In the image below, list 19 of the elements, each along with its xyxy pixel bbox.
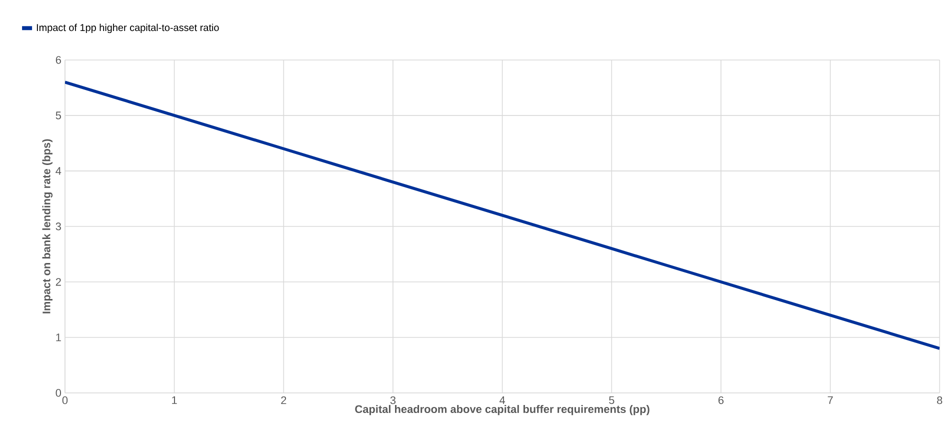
x-tick-label: 7 <box>828 396 833 404</box>
y-tick-label: 5 <box>56 112 61 120</box>
y-tick-label: 4 <box>56 167 62 175</box>
y-tick-label: 3 <box>56 222 61 230</box>
y-tick-label: 0 <box>56 389 62 397</box>
x-tick-label: 0 <box>62 396 68 404</box>
y-axis-title: Impact on bank lending rate (bps) <box>42 139 53 314</box>
y-tick-label: 1 <box>56 334 61 342</box>
x-axis-title: Capital headroom above capital buffer requirements (pp) <box>355 405 650 416</box>
x-tick-label: 5 <box>609 396 614 404</box>
x-tick-label: 2 <box>281 396 286 404</box>
y-tick-label: 2 <box>56 278 61 286</box>
x-tick-label: 1 <box>172 396 177 404</box>
legend-label: Impact of 1pp higher capital-to-asset ratio <box>36 24 219 34</box>
x-tick-label: 4 <box>500 396 506 404</box>
y-tick-label: 6 <box>56 56 61 64</box>
x-tick-label: 8 <box>937 396 942 404</box>
x-tick-label: 6 <box>718 396 724 404</box>
x-tick-label: 3 <box>390 396 396 404</box>
